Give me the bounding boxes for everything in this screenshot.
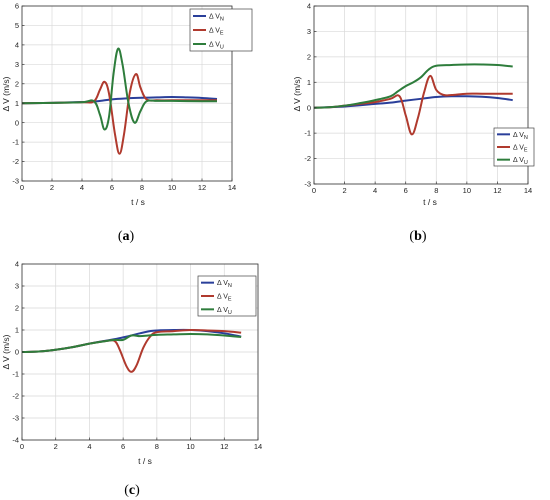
legend-entry: Δ VN: [209, 14, 224, 23]
legend-entry: Δ VN: [513, 132, 528, 141]
legend-entry: Δ VU: [217, 307, 232, 316]
y-tick-label: -4: [12, 436, 19, 445]
legend-entry: Δ VN: [217, 280, 232, 289]
y-tick-label: 1: [307, 78, 311, 87]
legend: Δ VN Δ VE Δ VU: [197, 275, 257, 317]
panel-caption: (c): [124, 483, 140, 498]
y-tick-label: 2: [307, 52, 311, 61]
y-tick-label: 0: [307, 103, 311, 112]
y-tick-label: 4: [307, 2, 311, 11]
series-line-n: [314, 95, 513, 109]
y-axis-label: Δ V (m/s): [292, 76, 302, 111]
legend-entry: Δ VU: [513, 157, 528, 166]
y-tick-label: -2: [12, 157, 19, 166]
x-tick-label: 14: [228, 183, 236, 192]
y-tick-label: 0: [15, 118, 19, 127]
y-tick-label: 4: [15, 260, 19, 269]
x-tick-label: 6: [404, 186, 408, 195]
x-tick-label: 12: [220, 442, 228, 451]
panel-caption: (a): [118, 229, 135, 244]
y-tick-label: 6: [15, 2, 19, 11]
x-tick-label: 0: [312, 186, 316, 195]
y-tick-label: 3: [15, 60, 19, 69]
y-tick-label: -2: [12, 392, 19, 401]
y-tick-label: -3: [12, 177, 19, 186]
legend: Δ VN Δ VE Δ VU: [493, 127, 535, 167]
panel-caption: (b): [409, 229, 426, 244]
x-tick-label: 4: [87, 442, 91, 451]
x-tick-label: 6: [110, 183, 114, 192]
legend: Δ VN Δ VE Δ VU: [189, 8, 253, 52]
y-tick-label: -3: [304, 180, 311, 189]
legend-entry: Δ VE: [209, 28, 224, 37]
y-tick-label: 3: [15, 282, 19, 291]
y-tick-label: -1: [12, 138, 19, 147]
x-tick-label: 12: [198, 183, 206, 192]
legend-entry: Δ VE: [513, 145, 528, 154]
x-tick-label: 12: [493, 186, 501, 195]
x-tick-label: 14: [254, 442, 262, 451]
y-tick-label: 2: [15, 304, 19, 313]
y-tick-label: -2: [304, 154, 311, 163]
x-tick-label: 2: [342, 186, 346, 195]
x-axis-label: t / s: [423, 197, 437, 207]
series-line-u: [314, 63, 513, 109]
y-axis-label: Δ V (m/s): [1, 334, 11, 369]
y-tick-label: 1: [15, 99, 19, 108]
axes-frame: [313, 5, 529, 185]
x-tick-label: 14: [524, 186, 532, 195]
x-tick-label: 6: [121, 442, 125, 451]
y-tick-label: -1: [304, 129, 311, 138]
y-tick-label: 5: [15, 21, 19, 30]
y-tick-label: 4: [15, 40, 19, 49]
x-tick-label: 10: [463, 186, 471, 195]
y-tick-label: 2: [15, 79, 19, 88]
x-tick-label: 8: [140, 183, 144, 192]
y-tick-label: 0: [15, 348, 19, 357]
x-axis-label: t / s: [138, 456, 152, 466]
x-tick-label: 4: [80, 183, 84, 192]
y-tick-label: -1: [12, 370, 19, 379]
y-axis-label: Δ V (m/s): [1, 76, 11, 111]
x-tick-label: 10: [186, 442, 194, 451]
legend-entry: Δ VU: [209, 42, 224, 51]
legend-entry: Δ VE: [217, 294, 232, 303]
x-tick-label: 2: [54, 442, 58, 451]
x-tick-label: 0: [20, 183, 24, 192]
axes-frame: [21, 5, 233, 182]
series-line-u: [22, 332, 242, 353]
y-tick-label: 3: [307, 27, 311, 36]
series-line-u: [22, 47, 218, 131]
plot-area: [314, 6, 528, 184]
x-tick-label: 10: [168, 183, 176, 192]
x-tick-label: 8: [434, 186, 438, 195]
x-axis-label: t / s: [131, 197, 145, 207]
y-tick-label: -3: [12, 414, 19, 423]
y-tick-label: 1: [15, 326, 19, 335]
x-tick-label: 0: [20, 442, 24, 451]
x-tick-label: 8: [155, 442, 159, 451]
x-tick-label: 2: [50, 183, 54, 192]
x-tick-label: 4: [373, 186, 377, 195]
